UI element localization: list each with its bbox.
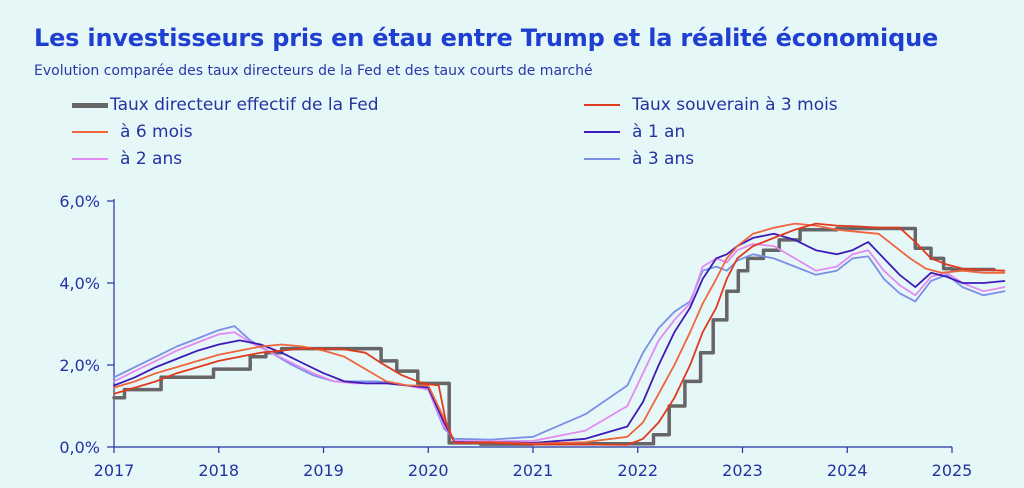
- series-2y-rate: [113, 243, 1006, 443]
- chart-subtitle: Evolution comparée des taux directeurs d…: [34, 63, 593, 79]
- series-fed-rate: [112, 226, 996, 446]
- legend-item-3m: Taux souverain à 3 mois: [584, 95, 838, 115]
- x-axis: 2017 2018 2019 2020 2021 2022 2023 2024 2025: [94, 446, 973, 480]
- legend-swatch-fed: [72, 102, 108, 108]
- x-tick-label: 2019: [303, 461, 344, 480]
- y-tick-label: 0,0%: [59, 438, 100, 457]
- x-tick-label: 2018: [198, 461, 239, 480]
- legend-swatch-6m: [72, 131, 108, 133]
- legend-item-fed: Taux directeur effectif de la Fed: [72, 95, 379, 115]
- legend-item-2y: à 2 ans: [72, 149, 182, 169]
- legend-label-3y: à 3 ans: [632, 149, 695, 169]
- series-6m-rate: [113, 222, 1006, 445]
- legend-item-1y: à 1 an: [584, 122, 685, 142]
- y-axis: 0,0% 2,0% 4,0% 6,0%: [59, 192, 115, 457]
- series-layer: [112, 222, 1006, 446]
- x-tick-label: 2025: [932, 461, 973, 480]
- series-3y-rate: [113, 253, 1006, 441]
- x-tick-label: 2017: [94, 461, 135, 480]
- legend-label-fed: Taux directeur effectif de la Fed: [110, 95, 379, 115]
- y-tick-label: 4,0%: [59, 274, 100, 293]
- legend-label-6m: à 6 mois: [120, 122, 193, 142]
- legend-label-3m: Taux souverain à 3 mois: [632, 95, 838, 115]
- x-tick-label: 2020: [408, 461, 449, 480]
- legend-label-2y: à 2 ans: [120, 149, 183, 169]
- legend-swatch-3y: [584, 158, 620, 160]
- series-1y-rate: [113, 232, 1006, 444]
- legend-swatch-2y: [72, 158, 108, 160]
- y-tick-label: 6,0%: [59, 192, 100, 211]
- legend-swatch-3m: [584, 104, 620, 106]
- x-tick-label: 2024: [827, 461, 868, 480]
- legend-label-1y: à 1 an: [632, 122, 686, 142]
- x-tick-label: 2022: [617, 461, 658, 480]
- y-tick-label: 2,0%: [59, 356, 100, 375]
- series-3m-rate: [113, 222, 1006, 446]
- x-tick-label: 2023: [722, 461, 763, 480]
- legend-swatch-1y: [584, 131, 620, 133]
- chart-legend: Taux directeur effectif de la Fed à 6 mo…: [0, 0, 1024, 180]
- chart-title: Les investisseurs pris en étau entre Tru…: [34, 24, 939, 52]
- legend-item-6m: à 6 mois: [72, 122, 193, 142]
- x-tick-label: 2021: [513, 461, 554, 480]
- legend-item-3y: à 3 ans: [584, 149, 694, 169]
